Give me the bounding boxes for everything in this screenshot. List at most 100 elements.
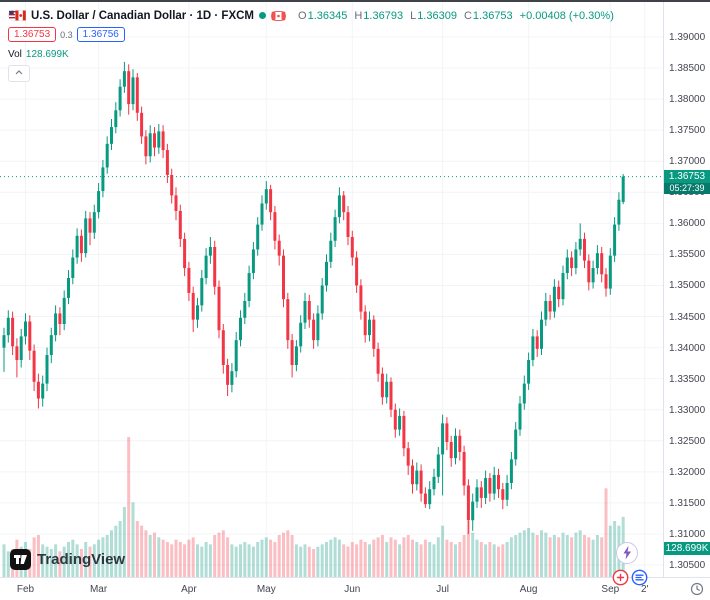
volume-bar (58, 551, 62, 577)
candle-body (183, 238, 187, 269)
volume-bar (574, 532, 578, 577)
volume-bar (105, 535, 109, 577)
candle-body (294, 346, 298, 365)
collapse-indicators-button[interactable] (8, 65, 30, 82)
candle-body (595, 253, 599, 269)
volume-bar (411, 539, 414, 577)
price-tick-label: 1.37500 (669, 125, 706, 137)
volume-bar (415, 542, 419, 577)
volume-bar (277, 535, 281, 577)
sell-price-button[interactable]: 1.36753 (8, 27, 57, 42)
candle-body (492, 474, 496, 494)
volume-bar (385, 542, 389, 577)
candle-body (191, 292, 195, 320)
candle-body (114, 110, 118, 128)
volume-bar (251, 546, 255, 577)
price-tick-label: 1.32500 (669, 435, 706, 447)
candle-body (71, 257, 75, 279)
volume-bar (191, 537, 195, 577)
time-axis[interactable]: Feb Mar Apr May Jun Jul Aug Sep 2' (0, 577, 710, 600)
volume-bar (243, 542, 247, 577)
volume-bar (217, 532, 221, 577)
last-price-label: 1.36753 05:27:39 (664, 169, 710, 194)
volume-bar (346, 546, 350, 577)
candle-body (24, 321, 27, 337)
candle-body (230, 371, 234, 385)
candle-body (600, 253, 604, 275)
volume-bar (488, 542, 492, 577)
candle-body (101, 167, 105, 192)
volume-bar (518, 532, 522, 577)
candle-body (41, 383, 45, 399)
price-tick-label: 1.38500 (669, 63, 706, 75)
price-axis[interactable]: 1.36753 05:27:39 128.699K 1.39000 1.38500… (663, 2, 710, 577)
symbol-title[interactable]: U.S. Dollar / Canadian Dollar · 1D · FXC… (31, 9, 255, 22)
candle-body (153, 133, 156, 148)
time-tick-label: Sep (601, 584, 620, 595)
volume-bar (84, 542, 88, 577)
open-value: 1.36345 (307, 9, 348, 22)
candle-body (204, 255, 208, 279)
candle-body (565, 257, 569, 274)
volume-bar (286, 530, 290, 577)
candle-body (608, 255, 612, 289)
volume-indicator-label[interactable]: Vol (8, 49, 22, 60)
volume-bar (157, 537, 161, 577)
change-value: +0.00408 (+0.30%) (519, 9, 614, 22)
candle-body (604, 274, 608, 289)
candle-body (428, 489, 432, 505)
candle-body (58, 313, 62, 324)
volume-bar (282, 532, 285, 577)
volume-bar (509, 537, 513, 577)
chart-pane[interactable] (0, 2, 663, 577)
candle-body (157, 131, 161, 148)
boost-button[interactable] (616, 542, 638, 564)
candle-body (208, 246, 212, 256)
volume-bar (337, 539, 341, 577)
volume-bar (380, 535, 384, 577)
candle-body (540, 319, 543, 349)
candle-body (75, 235, 79, 258)
candle-body (488, 478, 492, 494)
volume-bar (540, 530, 543, 577)
volume-bar (260, 539, 264, 577)
volume-bar (350, 542, 354, 577)
volume-bar (187, 539, 191, 577)
volume-bar (32, 537, 36, 577)
volume-bar (604, 488, 608, 577)
candle-body (148, 133, 152, 157)
volume-bar (71, 539, 75, 577)
candle-body (479, 487, 483, 498)
usdcad-pair-flag-icon (8, 9, 26, 22)
volume-bar (445, 539, 449, 577)
candle-body (273, 212, 277, 241)
candle-body (544, 301, 548, 320)
candle-body (389, 381, 393, 410)
buy-price-button[interactable]: 1.36756 (76, 27, 125, 42)
record-widget-icon[interactable] (612, 569, 629, 586)
candle-body (243, 301, 247, 318)
volume-bar (492, 544, 496, 577)
stats-widget-icon[interactable] (631, 569, 648, 586)
volume-bar (320, 544, 324, 577)
candle-body (514, 429, 518, 460)
volume-bar (2, 544, 6, 577)
volume-bar (88, 546, 92, 577)
candle-body (385, 381, 389, 398)
price-tick-label: 1.31500 (669, 497, 706, 509)
candle-body (221, 330, 225, 365)
volume-bar (436, 537, 440, 577)
tradingview-logo[interactable]: TradingView (10, 549, 125, 570)
candle-body (484, 478, 488, 498)
candle-body (269, 189, 273, 213)
candle-body (196, 305, 199, 320)
volume-bar (6, 551, 10, 577)
tradingview-logo-icon (10, 549, 31, 570)
candle-body (282, 255, 285, 300)
candle-body (174, 195, 178, 211)
candle-body (178, 210, 182, 239)
candle-body (432, 476, 436, 490)
spread-value: 0.3 (60, 29, 73, 40)
time-axis-settings-icon[interactable] (690, 582, 704, 596)
candle-body (217, 286, 221, 331)
